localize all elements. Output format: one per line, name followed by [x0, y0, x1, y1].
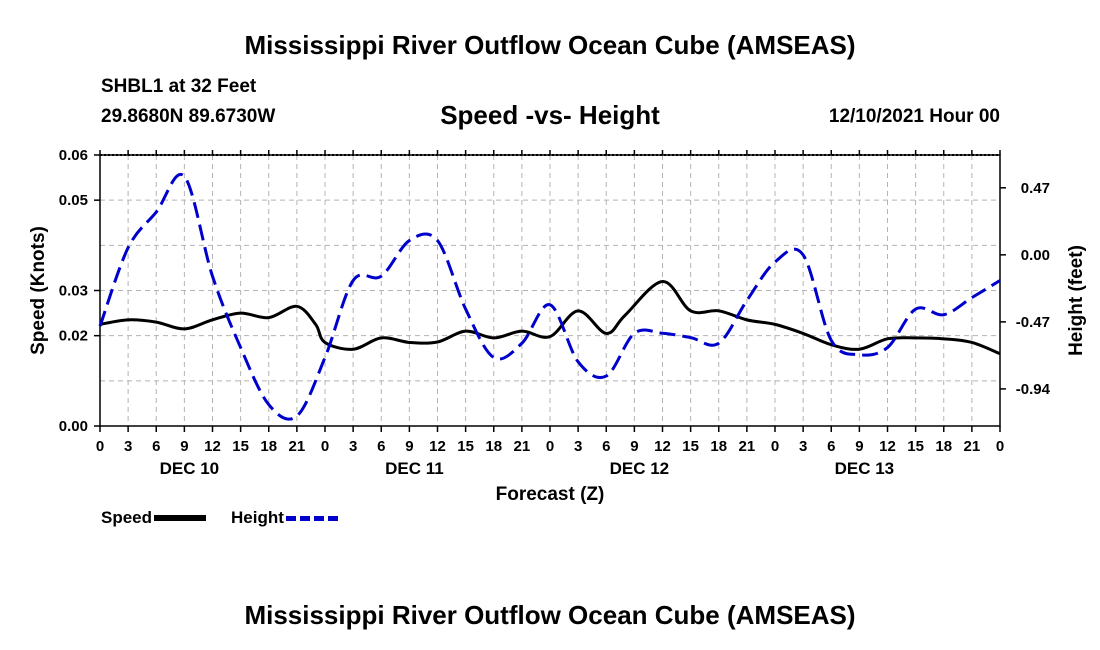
series-height-line	[98, 172, 1001, 421]
x-tick-label: 9	[855, 438, 863, 455]
x-tick-label: 3	[799, 438, 807, 455]
x-tick-label: 3	[124, 438, 132, 455]
y-tick-label: 0.03	[59, 283, 88, 300]
x-tick-label: 0	[321, 438, 329, 455]
day-label: DEC 11	[385, 459, 444, 478]
y-tick-label: 0.05	[59, 192, 88, 209]
footer-title: Mississippi River Outflow Ocean Cube (AM…	[244, 600, 856, 630]
x-tick-label: 18	[260, 438, 277, 455]
x-tick-label: 12	[204, 438, 221, 455]
x-tick-label: 9	[405, 438, 413, 455]
y2-tick-label: 0.47	[1021, 180, 1050, 197]
x-tick-label: 0	[771, 438, 779, 455]
x-tick-label: 9	[630, 438, 638, 455]
x-tick-label: 6	[377, 438, 385, 455]
x-tick-label: 12	[429, 438, 446, 455]
x-tick-label: 12	[879, 438, 896, 455]
x-axis-label: Forecast (Z)	[496, 484, 605, 505]
x-tick-label: 18	[935, 438, 952, 455]
day-label: DEC 12	[610, 459, 670, 478]
x-tick-label: 15	[232, 438, 249, 455]
location-label: 29.8680N 89.6730W	[101, 106, 276, 127]
date-label: 12/10/2021 Hour 00	[828, 106, 1000, 127]
y-axis-label: Speed (Knots)	[28, 226, 49, 355]
x-tick-label: 15	[682, 438, 699, 455]
x-tick-label: 18	[710, 438, 727, 455]
x-tick-label: 21	[964, 438, 981, 455]
y-tick-label: 0.00	[59, 418, 88, 435]
x-tick-label: 3	[349, 438, 357, 455]
x-tick-label: 21	[514, 438, 531, 455]
station-label: SHBL1 at 32 Feet	[101, 76, 257, 97]
x-tick-label: 6	[602, 438, 610, 455]
legend-height: Height	[231, 508, 338, 528]
x-tick-label: 9	[180, 438, 188, 455]
legend-speed-swatch	[154, 515, 207, 521]
y-tick-label: 0.06	[59, 147, 88, 164]
x-tick-label: 0	[96, 438, 104, 455]
x-tick-label: 3	[574, 438, 582, 455]
day-label: DEC 13	[835, 459, 895, 478]
y2-tick-label: -0.94	[1016, 381, 1051, 398]
legend-height-swatch	[285, 515, 338, 521]
legend-height-label: Height	[231, 508, 284, 527]
x-tick-label: 6	[152, 438, 160, 455]
x-tick-label: 6	[827, 438, 835, 455]
x-tick-label: 21	[739, 438, 756, 455]
x-tick-label: 15	[907, 438, 924, 455]
legend-speed: Speed	[101, 508, 207, 528]
chart-subtitle: Speed -vs- Height	[440, 100, 660, 130]
legend-speed-label: Speed	[101, 508, 153, 527]
day-label: DEC 10	[160, 459, 220, 478]
y-tick-label: 0.02	[59, 328, 88, 345]
series-speed-line	[99, 279, 1001, 356]
y2-tick-label: 0.00	[1021, 247, 1050, 264]
x-tick-label: 15	[457, 438, 474, 455]
x-tick-label: 0	[546, 438, 554, 455]
x-tick-label: 21	[289, 438, 306, 455]
y2-axis-label: Height (feet)	[1066, 245, 1087, 356]
y2-tick-label: -0.47	[1016, 314, 1050, 331]
page-title: Mississippi River Outflow Ocean Cube (AM…	[244, 30, 856, 60]
x-tick-label: 0	[996, 438, 1004, 455]
x-tick-label: 18	[485, 438, 502, 455]
x-tick-label: 12	[654, 438, 671, 455]
